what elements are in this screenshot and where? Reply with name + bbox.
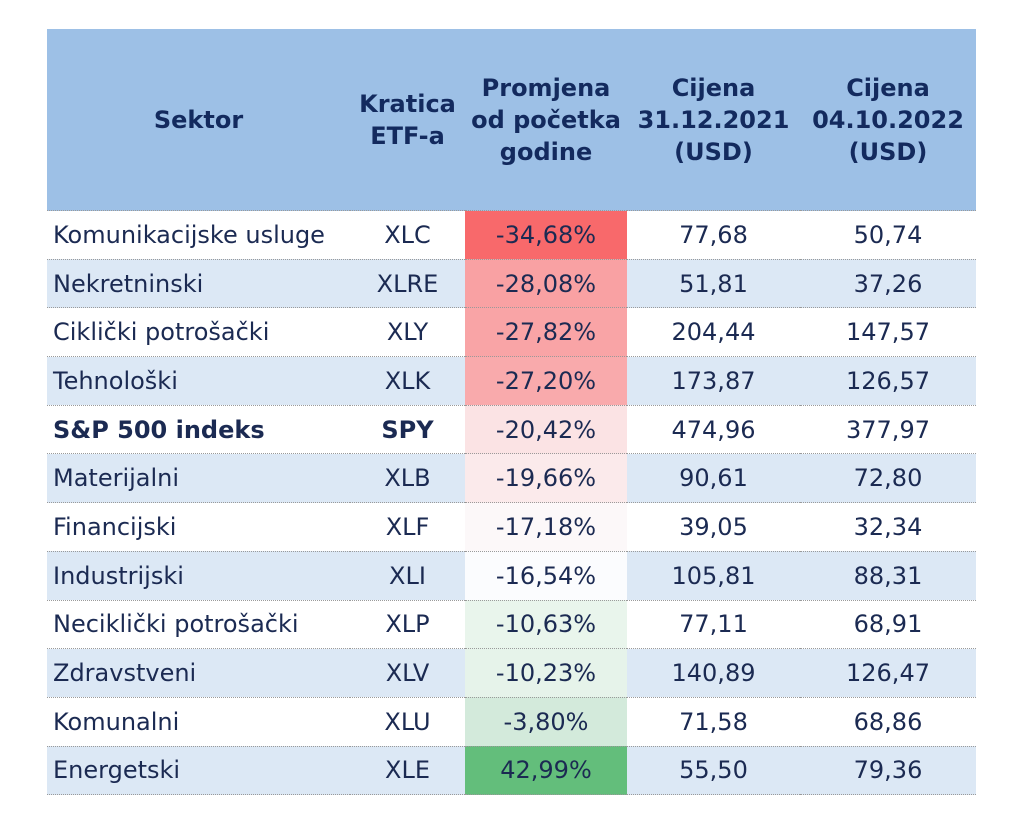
cell-change: -27,20% [465,356,627,406]
header-ticker: Kratica ETF-a [350,29,465,211]
header-sector: Sektor [47,29,350,211]
table-row: Komunalni XLU -3,80% 71,58 68,86 [47,697,976,747]
cell-ticker: XLRE [350,259,465,309]
header-price-end: Cijena 04.10.2022 (USD) [800,29,976,211]
cell-sector: S&P 500 indeks [47,405,350,455]
table-row: Tehnološki XLK -27,20% 173,87 126,57 [47,356,976,406]
cell-change: -10,23% [465,648,627,698]
cell-sector: Ciklički potrošački [47,307,350,358]
cell-price-start: 71,58 [627,697,800,747]
header-line: 04.10.2022 [812,105,964,134]
cell-price-start: 105,81 [627,551,800,601]
cell-price-end: 88,31 [800,551,976,601]
table-row: Nekretninski XLRE -28,08% 51,81 37,26 [47,259,976,309]
cell-ticker: XLY [350,307,465,358]
cell-ticker: XLC [350,210,465,260]
cell-change: -34,68% [465,210,627,260]
table-row: Ciklički potrošački XLY -27,82% 204,44 147,5… [47,307,976,358]
cell-sector: Nekretninski [47,259,350,309]
cell-ticker: XLP [350,600,465,650]
table-row: Industrijski XLI -16,54% 105,81 88,31 [47,551,976,601]
cell-price-end: 32,34 [800,502,976,552]
cell-price-end: 68,91 [800,600,976,650]
cell-change: -27,82% [465,307,627,358]
cell-sector: Industrijski [47,551,350,601]
cell-price-end: 147,57 [800,307,976,358]
cell-sector: Financijski [47,502,350,552]
cell-sector: Tehnološki [47,356,350,406]
table-row: S&P 500 indeks SPY -20,42% 474,96 377,97 [47,405,976,455]
cell-change: -28,08% [465,259,627,309]
cell-price-start: 51,81 [627,259,800,309]
cell-price-start: 474,96 [627,405,800,455]
cell-price-end: 126,57 [800,356,976,406]
cell-ticker: XLK [350,356,465,406]
header-line: Kratica [359,89,456,118]
cell-sector: Neciklički potrošački [47,600,350,650]
cell-change: 42,99% [465,746,627,796]
header-line: ETF-a [370,121,445,150]
header-line: od početka [471,105,621,134]
header-change: Promjena od početka godine [465,29,627,211]
cell-price-end: 68,86 [800,697,976,747]
header-line: Promjena [481,73,611,102]
cell-sector: Zdravstveni [47,648,350,698]
header-line: (USD) [674,137,753,166]
cell-price-start: 55,50 [627,746,800,796]
cell-price-start: 90,61 [627,453,800,504]
table-row: Zdravstveni XLV -10,23% 140,89 126,47 [47,648,976,698]
cell-price-start: 77,68 [627,210,800,260]
header-line: 31.12.2021 [637,105,790,134]
cell-ticker: XLI [350,551,465,601]
table-row: Energetski XLE 42,99% 55,50 79,36 [47,746,976,796]
header-line: (USD) [848,137,928,166]
cell-price-end: 37,26 [800,259,976,309]
table-row: Neciklički potrošački XLP -10,63% 77,11 68,9… [47,600,976,650]
cell-change: -10,63% [465,600,627,650]
cell-price-end: 72,80 [800,453,976,504]
cell-price-start: 77,11 [627,600,800,650]
table-row: Financijski XLF -17,18% 39,05 32,34 [47,502,976,552]
cell-price-start: 204,44 [627,307,800,358]
cell-price-end: 50,74 [800,210,976,260]
table-row: Komunikacijske usluge XLC -34,68% 77,68 50,7… [47,210,976,260]
cell-sector: Energetski [47,746,350,796]
cell-price-start: 39,05 [627,502,800,552]
cell-sector: Komunikacijske usluge [47,210,350,260]
header-line: godine [499,137,593,166]
cell-change: -3,80% [465,697,627,747]
cell-price-start: 140,89 [627,648,800,698]
header-row: Sektor Kratica ETF-a Promjena od početka go… [47,29,976,211]
cell-sector: Materijalni [47,453,350,504]
table-row: Materijalni XLB -19,66% 90,61 72,80 [47,453,976,504]
sector-etf-table: Sektor Kratica ETF-a Promjena od početka go… [47,29,976,796]
cell-price-end: 377,97 [800,405,976,455]
cell-ticker: XLF [350,502,465,552]
header-line: Cijena [671,73,756,102]
cell-ticker: XLV [350,648,465,698]
cell-sector: Komunalni [47,697,350,747]
cell-change: -16,54% [465,551,627,601]
header-line: Cijena [846,73,930,102]
cell-ticker: XLU [350,697,465,747]
cell-price-start: 173,87 [627,356,800,406]
cell-change: -19,66% [465,453,627,504]
cell-change: -20,42% [465,405,627,455]
cell-price-end: 126,47 [800,648,976,698]
header-sector-text: Sektor [153,105,244,134]
cell-price-end: 79,36 [800,746,976,796]
header-price-start: Cijena 31.12.2021 (USD) [627,29,800,211]
cell-ticker: XLB [350,453,465,504]
cell-ticker: SPY [350,405,465,455]
cell-change: -17,18% [465,502,627,552]
cell-ticker: XLE [350,746,465,796]
